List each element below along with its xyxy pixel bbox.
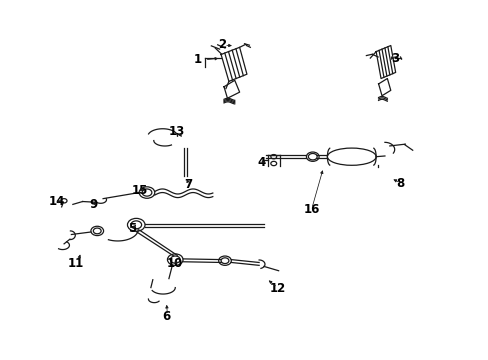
Text: 5: 5 bbox=[128, 222, 136, 235]
Text: 16: 16 bbox=[303, 203, 319, 216]
Ellipse shape bbox=[327, 148, 375, 165]
Text: 3: 3 bbox=[391, 51, 399, 64]
Circle shape bbox=[221, 258, 228, 264]
Circle shape bbox=[308, 153, 317, 160]
Text: 2: 2 bbox=[218, 38, 226, 51]
Circle shape bbox=[131, 221, 142, 229]
Circle shape bbox=[170, 256, 180, 263]
Text: 9: 9 bbox=[89, 198, 97, 211]
Text: 8: 8 bbox=[396, 177, 404, 190]
Text: 6: 6 bbox=[162, 310, 170, 324]
Text: 11: 11 bbox=[68, 257, 84, 270]
Text: 12: 12 bbox=[269, 282, 285, 295]
Circle shape bbox=[93, 228, 101, 234]
Text: 4: 4 bbox=[257, 156, 265, 169]
Text: 14: 14 bbox=[48, 195, 65, 208]
Circle shape bbox=[142, 189, 152, 196]
Text: 7: 7 bbox=[184, 178, 192, 191]
Text: 10: 10 bbox=[167, 257, 183, 270]
Text: 15: 15 bbox=[131, 184, 147, 197]
Text: 1: 1 bbox=[194, 53, 202, 66]
Text: 13: 13 bbox=[169, 125, 185, 138]
